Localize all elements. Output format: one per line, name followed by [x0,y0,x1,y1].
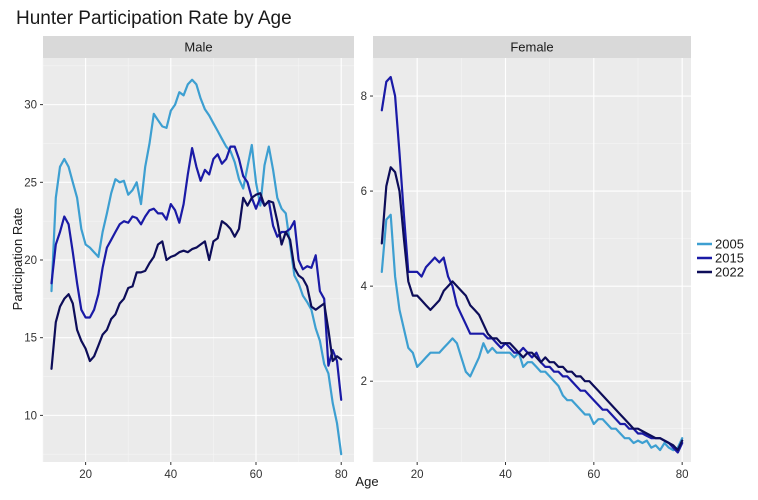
strip-label-male: Male [184,40,212,55]
y-tick-label: 30 [24,100,37,112]
y-tick-label: 10 [24,410,37,422]
legend-label-2005: 2005 [715,237,744,252]
series-line-male-2022 [50,192,343,370]
series-line-female-2005 [380,213,684,452]
x-axis-title: Age [355,474,378,489]
strip-female [373,36,691,58]
x-tick-label: 40 [499,469,512,481]
panel-female: Female 20 40 60 80 2 4 6 8 [361,36,691,481]
x-tick-label: 40 [164,469,177,481]
y-tick-label: 15 [24,333,37,345]
strip-label-female: Female [510,40,553,55]
x-tick-label: 60 [587,469,600,481]
series-line-male-2015 [50,145,343,401]
y-axis-title: Participation Rate [10,208,25,311]
legend-label-2015: 2015 [715,251,744,266]
panel-male: Male 20 40 60 80 10 15 20 25 30 [24,36,354,481]
series-line-female-2022 [380,166,684,452]
y-tick-label: 8 [361,91,367,103]
y-tick-label: 2 [361,376,367,388]
y-tick-label: 25 [24,177,37,189]
legend-label-2022: 2022 [715,265,744,280]
strip-male [43,36,354,58]
y-tick-label: 20 [24,255,37,267]
y-tick-label: 4 [361,281,368,293]
x-tick-label: 20 [411,469,424,481]
y-tick-label: 6 [361,186,367,198]
x-tick-label: 60 [250,469,263,481]
plot-background [373,58,691,462]
x-tick-label: 80 [676,469,689,481]
x-tick-label: 80 [335,469,348,481]
chart-title: Hunter Participation Rate by Age [16,8,292,29]
x-tick-label: 20 [79,469,92,481]
